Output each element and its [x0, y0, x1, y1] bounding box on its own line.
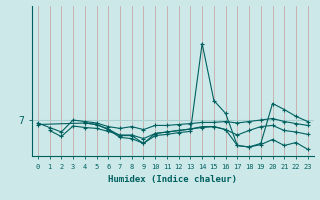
X-axis label: Humidex (Indice chaleur): Humidex (Indice chaleur) — [108, 175, 237, 184]
